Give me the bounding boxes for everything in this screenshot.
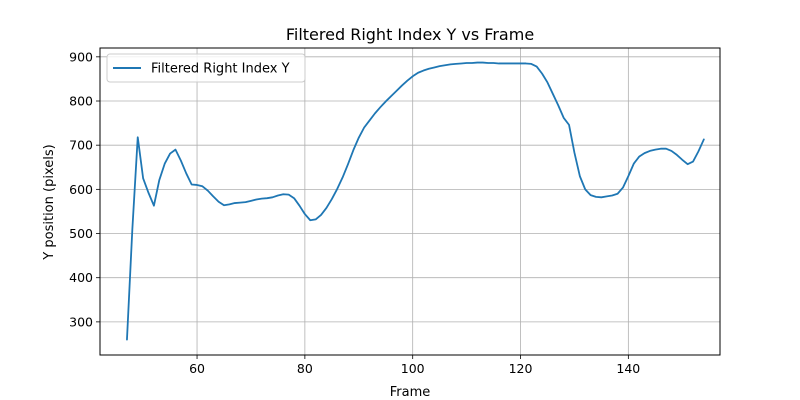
series-layer xyxy=(126,61,705,341)
legend-box xyxy=(106,53,306,83)
grid-lines xyxy=(100,48,720,355)
x-tick-label: 100 xyxy=(401,361,425,376)
x-tick-label: 80 xyxy=(297,361,313,376)
y-tick-label: 400 xyxy=(69,270,93,285)
x-tick-label: 120 xyxy=(509,361,533,376)
legend-entry-label: Filtered Right Index Y xyxy=(151,62,290,77)
axis-ticks: 60 80 100 120 140 300 400 500 600 700 800 900 xyxy=(69,49,640,376)
y-tick-label: 500 xyxy=(69,226,93,241)
y-tick-label: 600 xyxy=(69,182,93,197)
y-tick-label: 800 xyxy=(69,94,93,109)
plot-frame xyxy=(99,47,721,356)
x-tick-label: 140 xyxy=(616,361,640,376)
x-axis-label: Frame xyxy=(390,385,431,400)
chart-title: Filtered Right Index Y vs Frame xyxy=(286,25,534,44)
legend: Filtered Right Index Y xyxy=(106,53,306,83)
y-tick-label: 300 xyxy=(69,314,93,329)
plot-area xyxy=(100,48,720,355)
series-line xyxy=(126,61,705,341)
y-axis-label: Y position (pixels) xyxy=(42,144,57,260)
y-tick-label: 700 xyxy=(69,138,93,153)
y-tick-label: 900 xyxy=(69,49,93,64)
x-tick-label: 60 xyxy=(189,361,205,376)
